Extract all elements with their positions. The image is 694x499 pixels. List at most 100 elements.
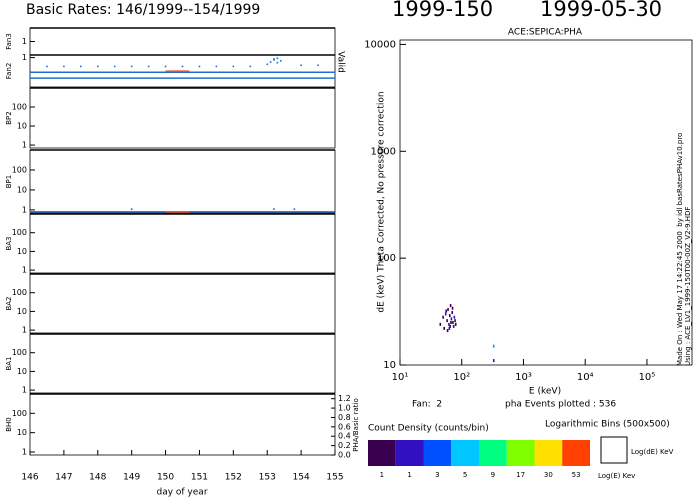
y-tick-label: 1: [22, 53, 27, 62]
event-point: [450, 317, 453, 321]
rate-dot: [232, 65, 235, 68]
panel-frame: [29, 27, 336, 56]
y-tick-label: 100: [12, 288, 27, 297]
plot-title: ACE:SEPICA:PHA: [508, 28, 583, 38]
rate-dot: [164, 65, 167, 68]
y-tick-label: 100: [12, 409, 27, 418]
event-point: [439, 322, 442, 326]
rate-dot: [130, 65, 133, 68]
x-tick-label: 10³: [515, 372, 532, 383]
y-tick-label: 100: [12, 228, 27, 237]
panel-label: BP1: [5, 175, 13, 188]
event-point: [454, 322, 457, 326]
rate-dot: [63, 65, 65, 68]
colorbar-label: 1: [380, 471, 384, 479]
y-tick-label: 10: [17, 247, 27, 256]
y2-tick-label: 1.2: [338, 394, 351, 403]
colorbar-swatch: [534, 440, 563, 466]
rate-dot: [293, 208, 296, 210]
event-point: [453, 315, 456, 319]
panel-label: BA3: [5, 236, 13, 250]
rate-dot: [300, 64, 302, 67]
y-tick-label: 1: [22, 141, 27, 150]
colorbar-swatch: [368, 440, 396, 466]
colorbar-label: 17: [516, 471, 525, 479]
event-point: [443, 326, 446, 330]
x-tick-label: 10⁵: [639, 372, 656, 383]
x-axis-label: E (keV): [529, 387, 561, 397]
colorbar-swatch: [451, 440, 479, 466]
left-title: Basic Rates: 146/1999--154/1999: [26, 2, 260, 18]
rate-dot: [276, 61, 279, 64]
event-point: [451, 306, 454, 310]
rate-dot: [46, 65, 48, 68]
x-tick-label: 151: [191, 473, 208, 483]
event-point: [451, 310, 453, 314]
x-tick-label: 153: [259, 473, 276, 483]
event-point: [452, 320, 454, 324]
event-point: [454, 319, 456, 323]
rate-dot: [181, 65, 184, 68]
y-tick-label: 10000: [364, 39, 396, 50]
rate-dot: [130, 208, 133, 210]
rate-dot: [276, 57, 279, 60]
colorbar-title: Count Density (counts/bin): [368, 424, 489, 434]
x-tick-label: 155: [326, 473, 343, 483]
panel-frame: [29, 333, 336, 394]
y-axis-label: dE (keV) Theta Corrected, No pressure co…: [377, 91, 387, 312]
x-axis-label: day of year: [156, 488, 207, 498]
y2-tick-label: 0.2: [338, 441, 351, 450]
rate-dot: [96, 65, 99, 68]
rate-dot: [249, 65, 252, 68]
y-tick-label: 1: [22, 448, 27, 457]
colorbar-swatch: [423, 440, 452, 466]
event-point: [445, 309, 447, 313]
colorbar-label: 53: [572, 471, 581, 479]
event-point: [442, 315, 444, 319]
rate-dot: [215, 65, 218, 68]
y2-tick-label: 0.4: [338, 432, 351, 441]
bin-box: [600, 436, 628, 464]
rate-dot: [80, 65, 82, 68]
x-tick-label: 148: [89, 473, 106, 483]
event-point: [444, 312, 447, 316]
colorbar-swatch: [395, 440, 424, 466]
box-y-label: Log(dE) KeV: [631, 448, 674, 456]
box-x-label: Log(E) Kev: [598, 472, 635, 480]
event-point: [449, 304, 452, 308]
y-tick-label: 1: [22, 386, 27, 395]
panel-label: BA1: [5, 356, 13, 370]
x-tick-label: 149: [123, 473, 140, 483]
colorbar-swatch: [506, 440, 535, 466]
event-point: [446, 319, 448, 323]
rate-dot: [273, 208, 275, 210]
y2-tick-label: 0.0: [338, 451, 351, 460]
panel-label: BA2: [5, 296, 13, 310]
event-point: [448, 314, 451, 318]
colorbar-label: 30: [544, 471, 553, 479]
rate-dot: [273, 59, 275, 61]
panel-frame: [29, 87, 336, 149]
x-tick-label: 154: [293, 473, 310, 483]
binning: Logarithmic Bins (500x500): [545, 420, 670, 430]
y-tick-label: 100: [12, 103, 27, 112]
colorbar-label: 5: [463, 471, 467, 479]
event-point: [446, 329, 449, 333]
date-label: 1999-05-30: [540, 0, 662, 21]
panel-frame: [29, 149, 336, 214]
event-point: [492, 359, 495, 363]
y-tick-label: 1: [22, 326, 27, 335]
colorbar-label: 3: [435, 471, 439, 479]
rate-dot: [279, 60, 282, 62]
x-tick-label: 146: [21, 473, 38, 483]
y-tick-label: 1: [22, 37, 27, 46]
x-tick-label: 10⁴: [577, 372, 594, 383]
rate-dot: [266, 63, 269, 66]
rate-dot: [198, 65, 201, 68]
x-tick-label: 150: [157, 473, 174, 483]
y2-axis-label: PHA/Basic ratio: [352, 398, 360, 452]
panel-label: Fan2: [5, 63, 13, 80]
panel-label: BH0: [5, 417, 13, 432]
panel-frame: [29, 393, 336, 456]
